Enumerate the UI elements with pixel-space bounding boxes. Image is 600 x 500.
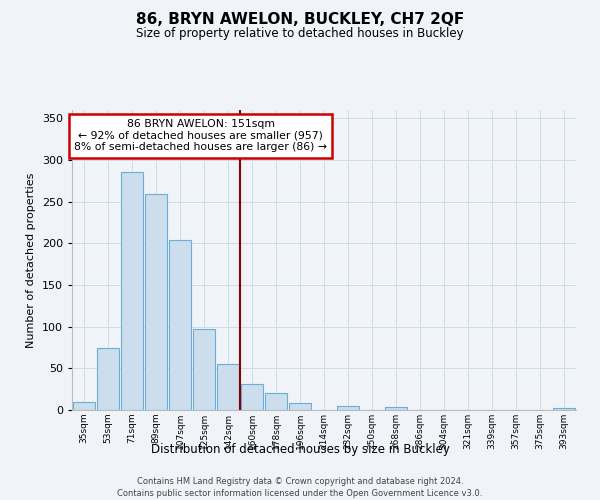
- Y-axis label: Number of detached properties: Number of detached properties: [26, 172, 36, 348]
- Text: Contains public sector information licensed under the Open Government Licence v3: Contains public sector information licen…: [118, 489, 482, 498]
- Bar: [217, 364, 239, 410]
- Bar: [169, 240, 191, 410]
- Text: Contains HM Land Registry data © Crown copyright and database right 2024.: Contains HM Land Registry data © Crown c…: [137, 478, 463, 486]
- Bar: [265, 392, 287, 410]
- Bar: [97, 348, 119, 410]
- Bar: [553, 408, 575, 410]
- Text: Distribution of detached houses by size in Buckley: Distribution of detached houses by size …: [151, 442, 449, 456]
- Text: Size of property relative to detached houses in Buckley: Size of property relative to detached ho…: [136, 28, 464, 40]
- Bar: [121, 172, 143, 410]
- Bar: [145, 194, 167, 410]
- Bar: [241, 384, 263, 410]
- Text: 86, BRYN AWELON, BUCKLEY, CH7 2QF: 86, BRYN AWELON, BUCKLEY, CH7 2QF: [136, 12, 464, 28]
- Text: 86 BRYN AWELON: 151sqm
← 92% of detached houses are smaller (957)
8% of semi-det: 86 BRYN AWELON: 151sqm ← 92% of detached…: [74, 119, 327, 152]
- Bar: [337, 406, 359, 410]
- Bar: [73, 402, 95, 410]
- Bar: [193, 329, 215, 410]
- Bar: [289, 404, 311, 410]
- Bar: [385, 406, 407, 410]
